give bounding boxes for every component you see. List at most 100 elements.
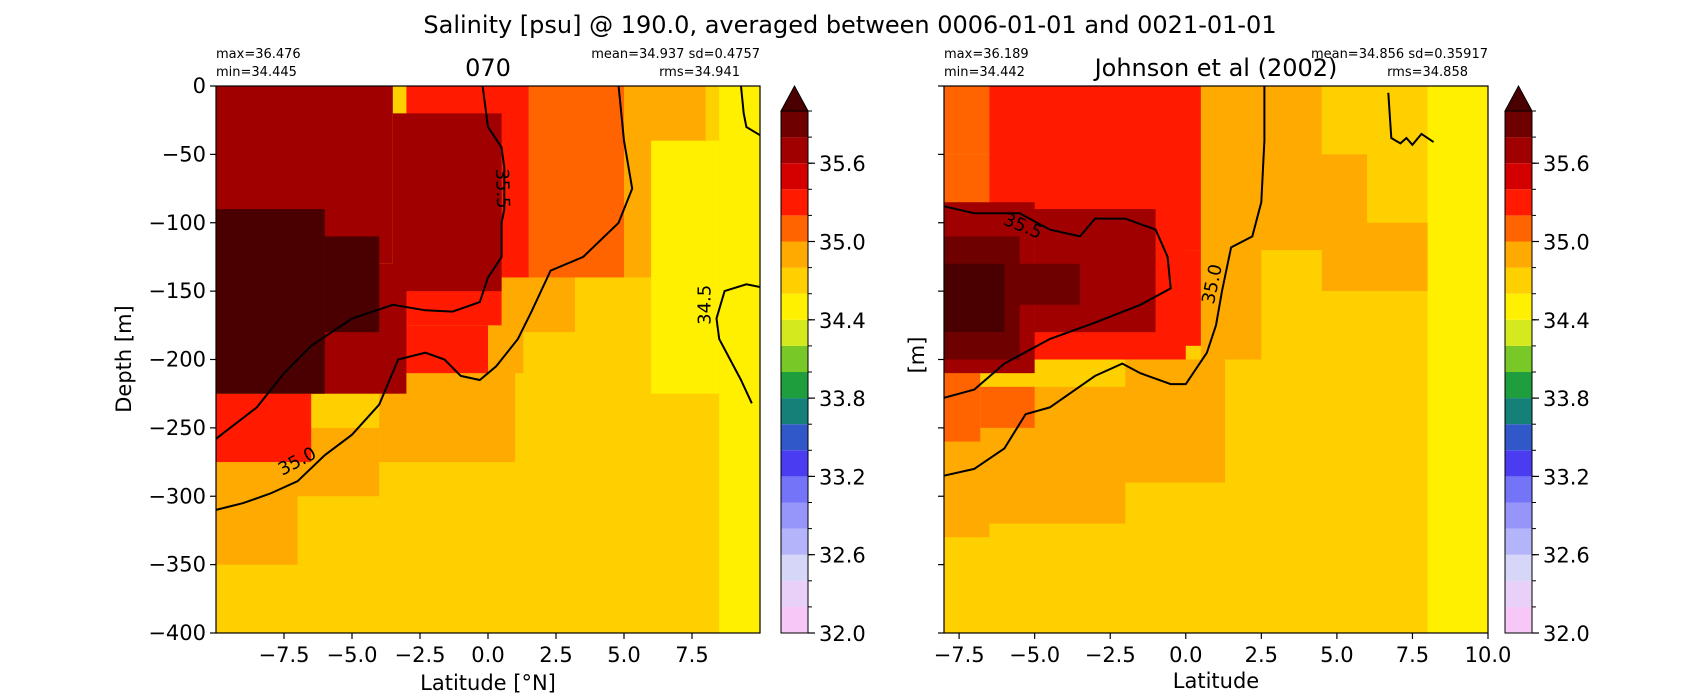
panel-right-colorbar: 32.0 32.6 33.2 33.8 34.4 35.0 35.6 <box>1504 84 1590 646</box>
x-tick-label: −5.0 <box>1009 643 1060 667</box>
heatmap-cell <box>1200 86 1322 251</box>
contour-line <box>215 85 634 511</box>
heatmap-cell <box>719 86 760 633</box>
colorbar-segment <box>1505 606 1532 633</box>
colorbar-segment <box>1505 241 1532 268</box>
colorbar-segment <box>781 554 808 581</box>
heatmap-cell <box>944 373 981 442</box>
heatmap-cell <box>1125 359 1226 483</box>
y-tick-label: −300 <box>148 484 206 508</box>
colorbar-tick-label: 35.0 <box>819 231 866 255</box>
panel-left-stats-rms: rms=34.941 <box>659 65 740 80</box>
colorbar-segment <box>781 528 808 555</box>
figure-title: Salinity [psu] @ 190.0, averaged between… <box>423 11 1276 39</box>
colorbar-tick-label: 33.2 <box>819 465 866 489</box>
contour-line <box>740 85 761 137</box>
panel-left-xlabel: Latitude [°N] <box>420 671 556 695</box>
colorbar-segment <box>1505 372 1532 399</box>
contour-label: 35.5 <box>491 168 513 209</box>
colorbar-segment <box>781 111 808 138</box>
x-tick-label: −7.5 <box>934 643 985 667</box>
colorbar-segment <box>781 372 808 399</box>
heatmap-cell <box>216 209 325 394</box>
panel-left: max=36.476 min=34.445 070 mean=34.937 sd… <box>112 47 866 695</box>
panel-left-ylabel: Depth [m] <box>112 305 136 412</box>
colorbar-segment <box>1505 398 1532 425</box>
panel-right-stats-max: max=36.189 <box>944 47 1029 62</box>
colorbar-extend-arrow <box>780 84 809 112</box>
heatmap-cell <box>324 236 380 333</box>
colorbar-segment <box>1505 502 1532 529</box>
panel-right-heatmap <box>944 86 1488 633</box>
heatmap-cell <box>1321 222 1428 292</box>
heatmap-cell <box>1321 154 1368 223</box>
colorbar-segment <box>781 163 808 190</box>
x-tick-label: −2.5 <box>1085 643 1136 667</box>
panel-right-x-ticks: −7.5 −5.0 −2.5 0.0 2.5 5.0 7.5 10.0 <box>934 633 1512 667</box>
panel-right-title: Johnson et al (2002) <box>1093 54 1338 82</box>
colorbar-segment <box>1505 345 1532 372</box>
colorbar-tick-label: 34.4 <box>819 309 866 333</box>
panel-right-xlabel: Latitude <box>1173 669 1259 693</box>
contour-line <box>1387 92 1435 147</box>
contour-line <box>943 205 1172 399</box>
panel-left-title: 070 <box>465 54 511 82</box>
panel-left-stats-min: min=34.445 <box>216 65 297 80</box>
colorbar-tick-label: 33.8 <box>819 387 866 411</box>
heatmap-cell <box>528 86 624 278</box>
colorbar-segment <box>781 267 808 294</box>
x-tick-label: 10.0 <box>1465 643 1512 667</box>
colorbar-tick-label: 34.4 <box>1543 309 1590 333</box>
panel-left-stats-mean: mean=34.937 sd=0.4757 <box>591 47 760 62</box>
x-tick-label: −7.5 <box>259 643 310 667</box>
y-tick-label: 0 <box>193 74 206 98</box>
y-tick-label: −100 <box>148 211 206 235</box>
colorbar-segment <box>1505 554 1532 581</box>
x-tick-label: 0.0 <box>1169 643 1202 667</box>
panel-right-stats-min: min=34.442 <box>944 65 1025 80</box>
heatmap-cell <box>216 393 312 463</box>
colorbar-segment <box>781 424 808 451</box>
panel-left-heatmap <box>216 86 760 633</box>
colorbar-segment <box>781 345 808 372</box>
colorbar-segment <box>1505 215 1532 242</box>
panel-right-y-ticks <box>938 85 944 634</box>
colorbar-tick-label: 35.6 <box>819 152 866 176</box>
colorbar-segment <box>1505 137 1532 164</box>
x-tick-label: 5.0 <box>607 643 640 667</box>
colorbar-segment <box>781 450 808 477</box>
heatmap-cell <box>944 263 1005 333</box>
contour-line <box>715 283 761 404</box>
contour-line <box>943 86 1266 477</box>
x-tick-label: −5.0 <box>327 643 378 667</box>
panel-left-contours: 35.535.034.5 <box>215 85 761 511</box>
heatmap-cell <box>1261 250 1428 633</box>
colorbar-tick-label: 35.0 <box>1543 231 1590 255</box>
heatmap-cell <box>216 462 298 565</box>
colorbar-extend-arrow <box>1504 84 1533 112</box>
panel-right-ylabel: [m] <box>905 337 929 374</box>
colorbar-segment <box>1505 319 1532 346</box>
colorbar-segment <box>781 189 808 216</box>
x-tick-label: 2.5 <box>539 643 572 667</box>
colorbar-tick-label: 35.6 <box>1543 152 1590 176</box>
panel-right-contours: 35.535.0 <box>943 86 1435 477</box>
colorbar-segment <box>781 476 808 503</box>
heatmap-cell <box>1019 263 1080 305</box>
heatmap-cell <box>944 427 990 538</box>
heatmap-cell <box>980 386 1035 428</box>
y-tick-label: −200 <box>148 348 206 372</box>
colorbar-segment <box>1505 293 1532 320</box>
heatmap-cell <box>488 277 576 333</box>
colorbar-segment <box>781 606 808 633</box>
colorbar-segment <box>781 580 808 607</box>
heatmap-cell <box>944 86 990 155</box>
colorbar-segment <box>781 241 808 268</box>
colorbar-segment <box>781 319 808 346</box>
x-tick-label: 5.0 <box>1320 643 1353 667</box>
heatmap-cell <box>651 140 720 394</box>
colorbar-segment <box>1505 528 1532 555</box>
colorbar-segment <box>781 137 808 164</box>
colorbar-segment <box>781 293 808 320</box>
